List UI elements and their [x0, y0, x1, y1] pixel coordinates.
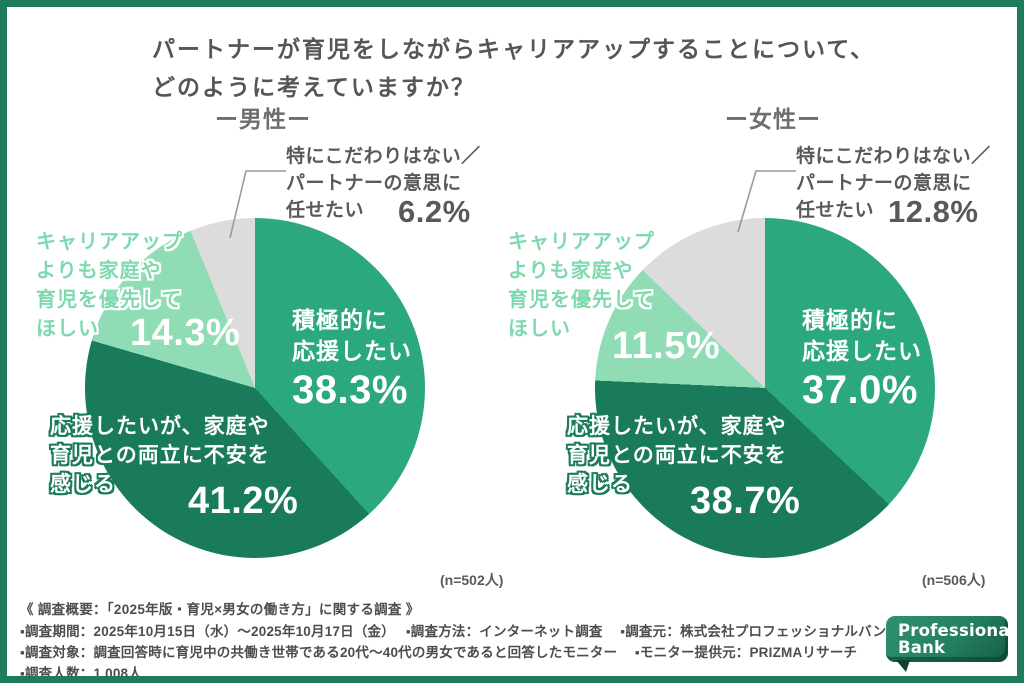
logo-text: Professional Bank — [898, 622, 1016, 656]
slice-label-men-family-first: キャリアアップ よりも家庭や 育児を優先して ほしい — [36, 231, 183, 340]
slice-label-men-active-support: 積極的に 応援したい — [292, 307, 412, 364]
chart-heading-women: ー女性ー — [725, 106, 821, 132]
slice-pct-men-family-first: 14.3% — [130, 312, 241, 354]
pie-chart-women — [595, 218, 935, 558]
leader-line-women — [737, 170, 796, 233]
professional-bank-logo: Professional Bank — [886, 616, 1015, 672]
logo-text-line2: Bank — [898, 638, 946, 657]
slice-label-women-nopreference: 特にこだわりはない／ パートナーの意思に 任せたい — [796, 146, 991, 221]
slice-pct-men-nopreference: 6.2% — [398, 194, 471, 229]
page-title-line1: パートナーが育児をしながらキャリアアップすることについて、 — [152, 36, 876, 62]
slice-pct-men-active-support: 38.3% — [292, 368, 408, 412]
logo-text-line1: Professional — [898, 621, 1016, 640]
logo-speech-bubble — [886, 616, 1008, 662]
survey-detail-line3: ▪調査人数：1,008人 — [20, 666, 142, 681]
chart-heading-men: ー男性ー — [215, 106, 311, 132]
slice-pct-women-family-first: 11.5% — [612, 325, 721, 367]
slice-pct-men-anxious-support: 41.2% — [188, 480, 299, 522]
slice-label-women-active-support: 積極的に 応援したい — [802, 307, 922, 364]
survey-detail-line1: ▪調査期間：2025年10月15日（水）〜2025年10月17日（金） ▪調査方… — [20, 624, 900, 639]
logo-speech-tail — [896, 660, 910, 672]
slice-pct-women-anxious-support: 38.7% — [690, 480, 801, 522]
pie-chart-men — [85, 218, 425, 558]
sample-size-men: (n=502人) — [440, 572, 504, 588]
slice-label-women-anxious-support: 応援したいが、家庭や 育児との両立に不安を 感じる — [567, 415, 787, 496]
page-title-line2: どのように考えていますか？ — [152, 74, 476, 100]
slice-pct-women-active-support: 37.0% — [802, 368, 918, 412]
slice-label-women-family-first: キャリアアップ よりも家庭や 育児を優先して ほしい — [508, 231, 655, 340]
slice-pct-women-nopreference: 12.8% — [888, 194, 979, 229]
leader-line-men — [229, 170, 286, 239]
slice-label-men-anxious-support: 応援したいが、家庭や 育児との両立に不安を 感じる — [50, 415, 270, 496]
sample-size-women: (n=506人) — [922, 572, 986, 588]
survey-detail-line2: ▪調査対象：調査回答時に育児中の共働き世帯である20代〜40代の男女であると回答… — [20, 645, 858, 660]
survey-overview-heading: 《 調査概要：「2025年版・育児×男女の働き方」に関する調査 》 — [20, 602, 420, 617]
slice-label-men-nopreference: 特にこだわりはない／ パートナーの意思に 任せたい — [286, 146, 481, 221]
